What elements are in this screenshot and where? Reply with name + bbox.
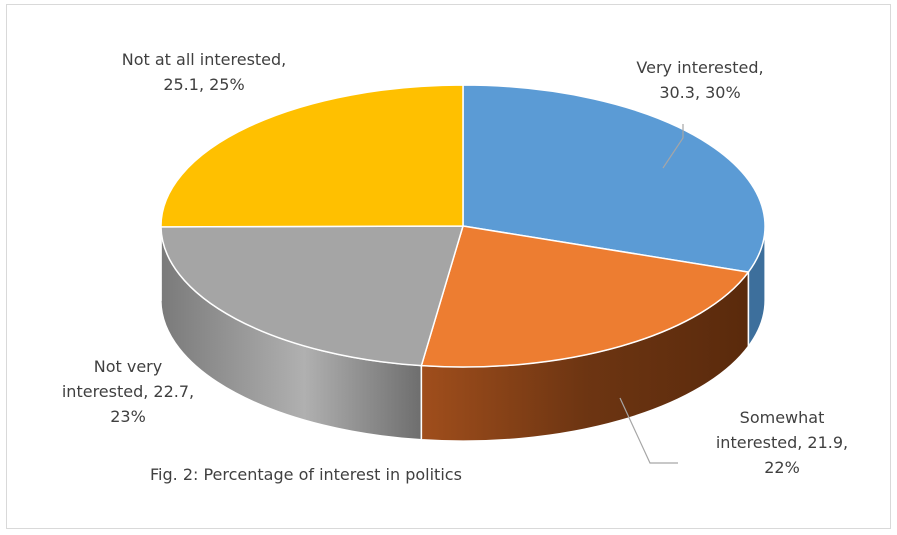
pie-slice-somewhat-interested: [420, 225, 750, 368]
leader-line: [619, 397, 678, 464]
data-label-line: Very interested,: [636, 58, 763, 77]
pie-tops: [160, 84, 766, 368]
data-labels: Very interested, 30.3, 30% Somewhat interes…: [62, 50, 848, 477]
data-label-line: 23%: [110, 407, 146, 426]
data-label-line: Not at all interested,: [122, 50, 287, 69]
leader-lines: [619, 124, 684, 464]
data-label-line: Not very: [94, 357, 162, 376]
pie-slice-not-very-interested: [160, 225, 464, 367]
data-label-line: interested, 21.9,: [716, 433, 848, 452]
data-label-not-at-all-interested: Not at all interested, 25.1, 25%: [122, 50, 287, 94]
pie-slice-not-at-all-interested: [160, 84, 464, 228]
data-label-line: 22%: [764, 458, 800, 477]
pie-sides: [160, 225, 766, 442]
data-label-very-interested: Very interested, 30.3, 30%: [636, 58, 763, 102]
data-label-not-very-interested: Not very interested, 22.7, 23%: [62, 357, 194, 426]
data-label-line: Somewhat: [740, 408, 825, 427]
data-label-somewhat-interested: Somewhat interested, 21.9, 22%: [716, 408, 848, 477]
data-label-line: interested, 22.7,: [62, 382, 194, 401]
data-label-line: 30.3, 30%: [659, 83, 740, 102]
data-label-line: 25.1, 25%: [163, 75, 244, 94]
chart-caption: Fig. 2: Percentage of interest in politi…: [150, 465, 462, 484]
leader-line: [662, 124, 684, 169]
pie-slice-very-interested: [462, 84, 766, 273]
